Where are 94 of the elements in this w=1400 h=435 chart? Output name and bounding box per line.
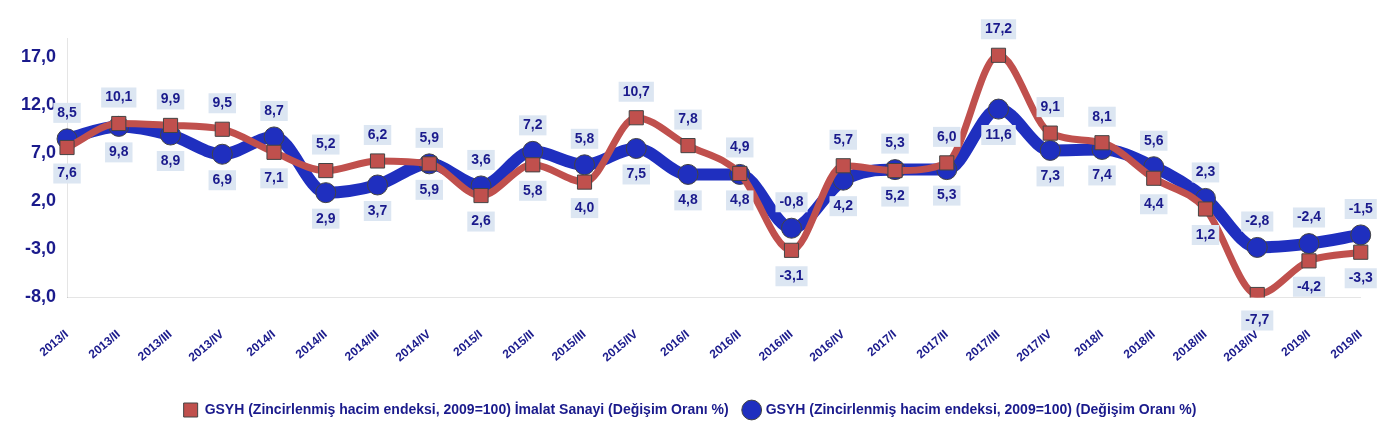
data-label: -0,8 (779, 193, 804, 210)
data-label: 6,2 (367, 125, 388, 142)
point (1298, 233, 1320, 255)
point (628, 110, 644, 126)
data-label: 3,7 (367, 201, 388, 218)
data-label: 4,8 (678, 191, 698, 208)
point (574, 154, 596, 176)
data-label: 8,7 (264, 101, 284, 118)
data-label: 4,9 (730, 138, 750, 155)
point (1197, 201, 1214, 217)
point (1350, 224, 1372, 246)
data-label: 5,2 (885, 187, 905, 204)
data-label: 10,7 (622, 82, 651, 99)
data-label: 3,6 (471, 150, 491, 167)
point (162, 117, 179, 133)
data-label: 5,8 (574, 129, 595, 146)
y-tick-label: 12,0 (20, 94, 57, 115)
point (473, 187, 489, 204)
y-tick-label: -3,0 (25, 238, 57, 259)
point (1246, 236, 1268, 258)
legend-label: GSYH (Zincirlenmiş hacim endeksi, 2009=100) İmalat Sanayi (Değişim Oranı %) (204, 400, 729, 417)
data-label: 10,1 (105, 88, 133, 105)
data-label: 5,3 (885, 134, 905, 151)
point (525, 157, 541, 173)
data-label: 4,2 (833, 197, 854, 214)
data-label: 8,1 (1092, 107, 1112, 124)
point (1146, 170, 1162, 186)
data-label: 8,5 (57, 103, 77, 120)
point (783, 242, 800, 258)
point (988, 98, 1010, 120)
data-label: 5,3 (937, 186, 957, 203)
point (677, 163, 699, 185)
data-label: 11,6 (985, 125, 1012, 142)
data-label: -3,3 (1348, 269, 1374, 286)
data-label: 6,0 (937, 127, 957, 144)
data-label: 9,8 (109, 143, 129, 160)
y-tick-label: 2,0 (31, 190, 57, 211)
data-label: 4,0 (574, 198, 595, 215)
legend-label: GSYH (Zincirlenmiş hacim endeksi, 2009=100) (Değişim Oranı %) (765, 400, 1197, 417)
point (576, 174, 593, 190)
point (369, 153, 386, 169)
data-label: 5,6 (1144, 131, 1164, 148)
data-label: 9,9 (160, 90, 181, 107)
data-label: 5,8 (523, 181, 543, 198)
data-label: 7,2 (523, 116, 543, 133)
data-label: -4,2 (1296, 277, 1322, 294)
data-label: -1,5 (1348, 199, 1374, 216)
data-label: 4,8 (730, 191, 750, 208)
point (318, 163, 334, 179)
data-label: 8,9 (160, 151, 181, 168)
point (781, 217, 803, 239)
data-label: 5,9 (419, 180, 440, 197)
data-label: 7,3 (1040, 167, 1061, 184)
data-label: 17,2 (984, 20, 1013, 37)
point (59, 139, 75, 156)
data-label: 5,7 (833, 130, 854, 147)
point (367, 174, 389, 196)
data-label: 2,9 (316, 209, 336, 226)
point (835, 158, 851, 174)
data-label: -3,1 (779, 267, 804, 284)
data-label: 1,2 (1195, 225, 1216, 242)
point (1353, 244, 1369, 260)
data-label: -2,4 (1296, 208, 1322, 225)
data-label: 9,5 (212, 94, 233, 111)
point (939, 155, 955, 171)
point (315, 182, 337, 204)
data-label: 6,9 (212, 171, 233, 188)
data-label: 5,2 (316, 135, 336, 152)
data-label: 7,1 (264, 169, 284, 186)
point (990, 47, 1007, 63)
data-label: 7,6 (57, 164, 77, 181)
data-label: -7,7 (1245, 311, 1270, 328)
point (263, 126, 285, 148)
point (214, 121, 230, 137)
data-label: 4,4 (1144, 195, 1164, 212)
data-label: 2,3 (1195, 163, 1216, 180)
data-label: 9,1 (1040, 97, 1061, 114)
data-label: 5,9 (419, 128, 440, 145)
data-label: 7,8 (678, 110, 698, 127)
y-tick-label: 17,0 (20, 46, 57, 67)
data-label: 7,4 (1092, 166, 1112, 183)
data-label: -2,8 (1245, 212, 1270, 229)
point (680, 138, 696, 154)
point (211, 143, 233, 165)
point (1042, 125, 1058, 141)
point (1094, 135, 1110, 151)
point (266, 144, 282, 160)
point (1301, 253, 1317, 269)
point (625, 137, 647, 159)
data-label: 7,5 (626, 165, 647, 182)
point (1039, 139, 1061, 161)
y-tick-label: -8,0 (25, 286, 57, 307)
y-tick-label: 7,0 (31, 142, 57, 163)
data-label: 2,6 (471, 212, 491, 229)
